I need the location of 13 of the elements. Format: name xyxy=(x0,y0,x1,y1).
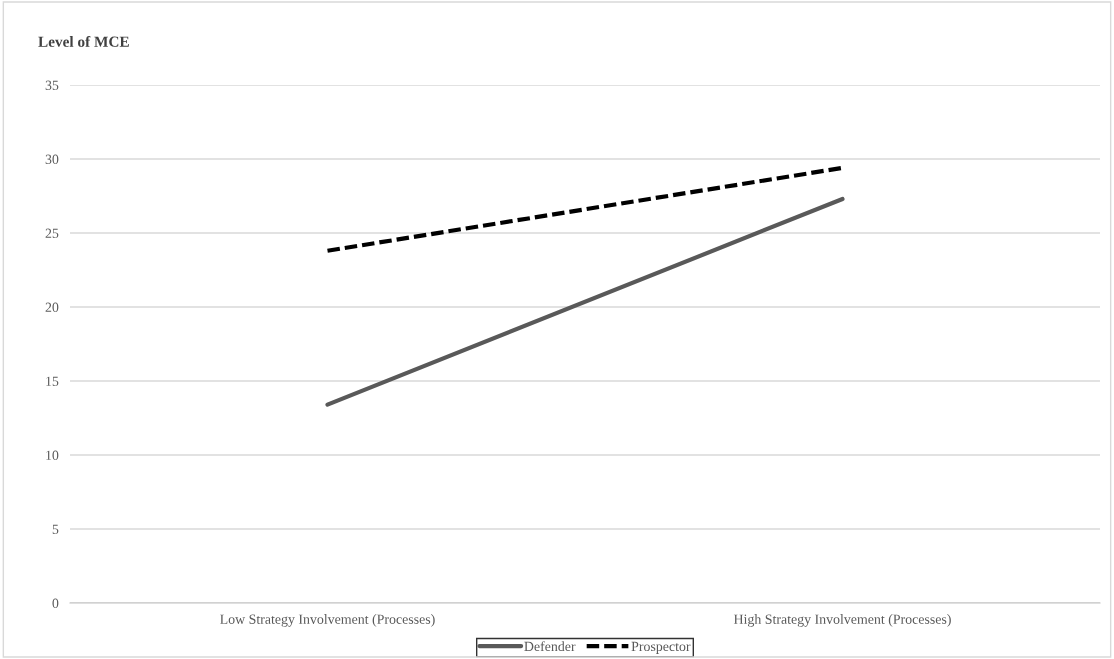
y-axis-title: Level of MCE xyxy=(38,35,129,47)
x-tick-label: High Strategy Involvement (Processes) xyxy=(733,614,951,627)
y-tick-label: 15 xyxy=(46,376,59,386)
y-tick-label: 10 xyxy=(46,450,59,460)
y-tick-label: 0 xyxy=(52,598,59,608)
y-tick-label: 20 xyxy=(45,302,59,312)
y-tick-label: 5 xyxy=(52,524,59,534)
legend-label: Defender xyxy=(524,641,576,652)
legend-label: Prospector xyxy=(631,641,691,654)
y-tick-label: 35 xyxy=(45,80,59,90)
x-tick-label: Low Strategy Involvement (Processes) xyxy=(220,614,435,627)
y-tick-label: 25 xyxy=(45,228,59,238)
y-tick-label: 30 xyxy=(45,154,59,164)
